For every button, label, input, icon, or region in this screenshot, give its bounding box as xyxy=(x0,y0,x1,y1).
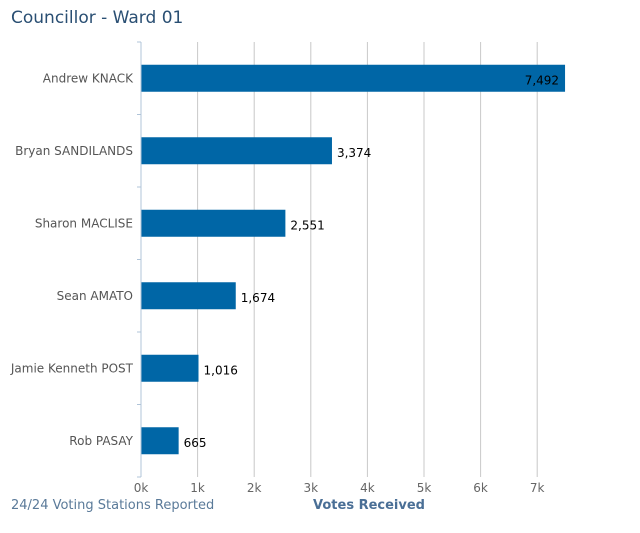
x-tick-label: 7k xyxy=(530,481,545,495)
axes xyxy=(137,41,142,478)
grid-lines xyxy=(197,42,538,477)
category-label: Jamie Kenneth POST xyxy=(10,361,134,375)
category-label: Rob PASAY xyxy=(69,434,133,448)
x-tick-label: 4k xyxy=(360,481,375,495)
bar xyxy=(141,64,566,92)
data-label: 1,016 xyxy=(204,363,238,377)
chart-title: Councillor - Ward 01 xyxy=(11,8,184,28)
category-label: Andrew KNACK xyxy=(43,71,134,85)
x-tick-label: 0k xyxy=(134,481,149,495)
x-axis-title: Votes Received xyxy=(313,498,425,513)
bars xyxy=(141,64,566,455)
bar xyxy=(141,282,236,310)
bar xyxy=(141,354,199,382)
x-tick-label: 2k xyxy=(247,481,262,495)
bar xyxy=(141,209,286,237)
data-label: 665 xyxy=(184,436,207,450)
x-tick-label: 1k xyxy=(190,481,205,495)
labels: 0k 1k 2k 3k 4k 5k 6k 7k Andrew KNACK 7,492 Bryan S… xyxy=(10,71,559,495)
bar xyxy=(141,427,179,455)
data-label: 2,551 xyxy=(290,218,324,232)
stations-reported-label: 24/24 Voting Stations Reported xyxy=(11,498,215,513)
x-tick-label: 6k xyxy=(473,481,488,495)
category-label: Bryan SANDILANDS xyxy=(15,144,133,158)
bar xyxy=(141,137,332,165)
data-label: 7,492 xyxy=(525,73,559,87)
category-label: Sharon MACLISE xyxy=(35,216,133,230)
x-tick-label: 3k xyxy=(304,481,319,495)
category-label: Sean AMATO xyxy=(57,289,133,303)
data-label: 1,674 xyxy=(241,291,275,305)
x-tick-label: 5k xyxy=(417,481,432,495)
data-label: 3,374 xyxy=(337,146,371,160)
